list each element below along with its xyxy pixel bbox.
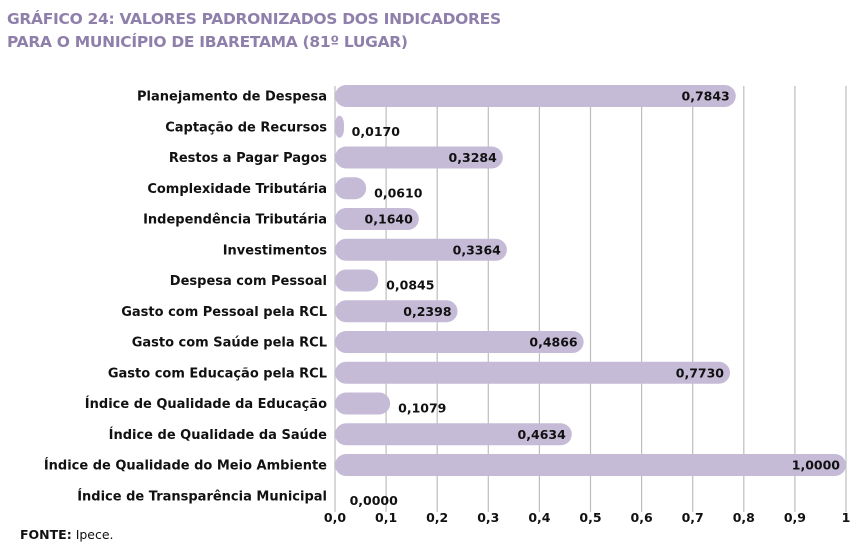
source-text: Ipece. — [75, 527, 114, 542]
value-label: 0,0170 — [352, 124, 401, 139]
value-label: 0,0000 — [350, 493, 399, 508]
bar — [335, 392, 391, 415]
x-tick-label: 0,0 — [324, 510, 346, 525]
category-label: Índice de Qualidade da Saúde — [109, 427, 328, 443]
x-tick-label: 0,1 — [375, 510, 397, 525]
x-tick-label: 0,9 — [784, 510, 806, 525]
value-label: 0,4866 — [529, 335, 578, 350]
bar — [335, 300, 458, 323]
category-label: Despesa com Pessoal — [170, 274, 327, 289]
title-line-1: GRÁFICO 24: VALORES PADRONIZADOS DOS IND… — [7, 10, 501, 28]
bar — [335, 146, 503, 169]
value-label: 0,3284 — [449, 150, 498, 165]
x-tick-label: 0,5 — [579, 510, 601, 525]
category-label: Restos a Pagar Pagos — [169, 151, 327, 166]
x-tick-label: 0,3 — [477, 510, 499, 525]
bar — [335, 423, 572, 446]
title-line-2: PARA O MUNICÍPIO DE IBARETAMA (81º LUGAR… — [7, 33, 408, 51]
bar — [335, 331, 584, 353]
category-label: Índice de Qualidade da Educação — [85, 396, 327, 412]
value-label: 0,3364 — [453, 242, 502, 257]
value-label: 0,7843 — [682, 89, 730, 104]
category-label: Índice de Qualidade do Meio Ambiente — [44, 458, 327, 474]
x-tick-label: 0,2 — [426, 510, 448, 525]
category-label: Gasto com Pessoal pela RCL — [121, 305, 327, 320]
bar — [335, 454, 846, 476]
bar — [335, 238, 507, 261]
bar — [335, 208, 419, 230]
source-note: FONTE: Ipece. — [20, 527, 114, 542]
bar — [335, 269, 379, 292]
value-label: 0,4634 — [518, 427, 567, 442]
value-label: 0,7730 — [676, 365, 725, 380]
x-tick-label: 0,6 — [631, 510, 653, 525]
x-tick-label: 0,8 — [733, 510, 755, 525]
category-label: Índice de Transparência Municipal — [77, 488, 327, 504]
category-label: Planejamento de Despesa — [137, 90, 327, 105]
x-tick-label: 0,7 — [682, 510, 704, 525]
value-label: 1,0000 — [792, 458, 841, 473]
bar — [335, 361, 731, 384]
category-label: Independência Tributária — [143, 213, 327, 228]
value-label: 0,0845 — [386, 278, 434, 293]
value-label: 0,1640 — [365, 212, 414, 227]
value-label: 0,0610 — [374, 185, 423, 200]
x-tick-label: 0,4 — [528, 510, 550, 525]
value-label: 0,2398 — [403, 304, 451, 319]
x-tick-label: 1 — [842, 510, 851, 525]
category-label: Captação de Recursos — [165, 120, 327, 135]
bar — [335, 85, 736, 107]
bar — [335, 177, 367, 200]
category-label: Gasto com Educação pela RCL — [108, 366, 327, 381]
bar — [335, 115, 344, 138]
category-label: Complexidade Tributária — [147, 182, 327, 197]
value-label: 0,1079 — [398, 401, 446, 416]
source-label: FONTE: — [20, 527, 72, 542]
category-label: Investimentos — [223, 243, 328, 258]
chart-title: GRÁFICO 24: VALORES PADRONIZADOS DOS IND… — [7, 8, 501, 54]
category-label: Gasto com Saúde pela RCL — [132, 336, 327, 351]
